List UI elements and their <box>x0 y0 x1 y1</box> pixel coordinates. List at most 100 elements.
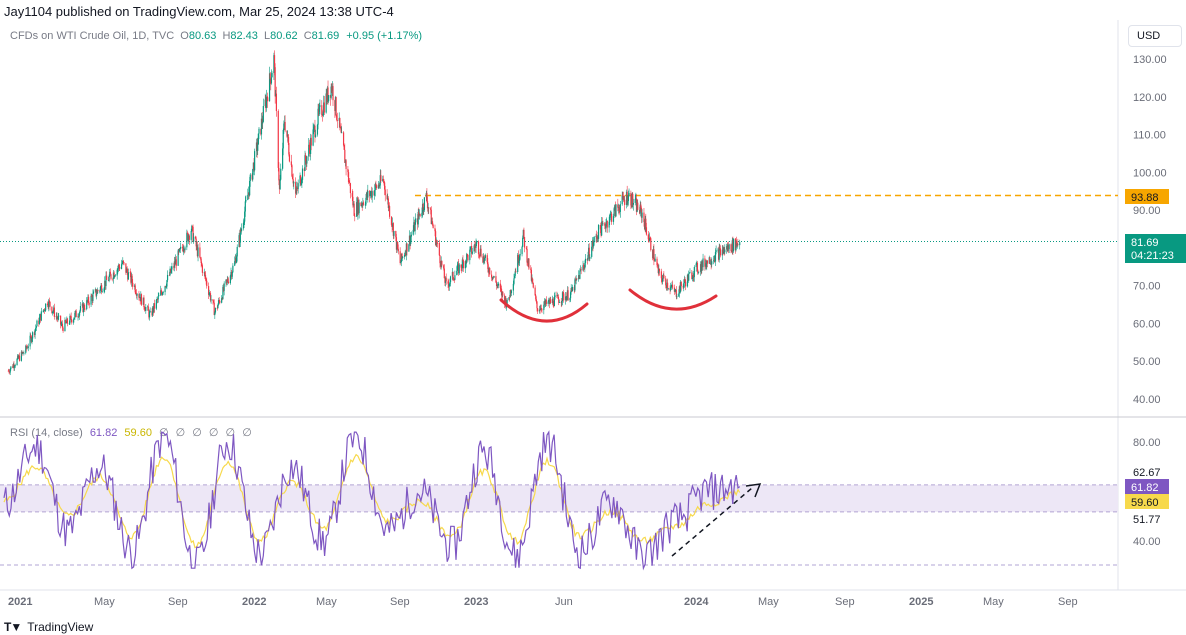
symbol-name[interactable]: CFDs on WTI Crude Oil, 1D, TVC <box>10 30 175 42</box>
candle-body <box>584 263 586 269</box>
left-shoulder-arc[interactable] <box>499 298 589 323</box>
candle-body <box>296 188 299 190</box>
candle-body <box>286 130 288 137</box>
candle-body <box>162 292 164 293</box>
candle-body <box>360 202 362 206</box>
candle-body <box>160 290 162 293</box>
candle-body <box>9 369 11 373</box>
candle-body <box>213 302 215 316</box>
candle-body <box>301 179 303 183</box>
price-tick-label: 120.00 <box>1133 92 1167 104</box>
candle-body <box>431 221 433 225</box>
footer-brand[interactable]: TradingView <box>27 620 94 634</box>
candle-body <box>317 108 319 125</box>
time-tick-label: Sep <box>390 596 410 608</box>
candle-body <box>293 182 295 184</box>
candle-body <box>96 290 98 294</box>
candle-body <box>460 264 462 268</box>
candle-body <box>575 278 577 281</box>
candle-body <box>722 249 724 254</box>
candle-body <box>399 251 401 264</box>
candle-body <box>134 285 136 287</box>
resistance-tag-text: 93.88 <box>1131 192 1159 204</box>
rsi-y-axis[interactable]: 40.00 80.00 <box>1133 437 1161 548</box>
candle-body <box>726 246 728 252</box>
candle-body <box>170 269 172 273</box>
candle-body <box>610 213 612 215</box>
candle-body <box>270 77 273 84</box>
candle-body <box>479 255 481 256</box>
candle-body <box>282 129 284 149</box>
candle-body <box>650 238 652 251</box>
candle-body <box>269 73 271 80</box>
candle-body <box>448 283 450 287</box>
time-tick-label: May <box>316 596 337 608</box>
candle-body <box>602 223 604 225</box>
candle-body <box>682 286 684 288</box>
candle-body <box>340 128 342 133</box>
candle-body <box>488 267 490 273</box>
candle-body <box>287 134 289 144</box>
candle-body <box>406 243 408 252</box>
close-value: 81.69 <box>311 30 340 42</box>
candle-body <box>47 305 49 308</box>
candle-body <box>227 279 229 282</box>
candle-body <box>306 156 308 164</box>
candle-body <box>586 258 588 261</box>
price-y-axis[interactable]: 40.0050.0060.0070.0080.0090.00100.00110.… <box>1133 54 1167 406</box>
candle-body <box>353 203 355 216</box>
candle-body <box>230 272 232 276</box>
candle-body <box>515 271 517 273</box>
candle-body <box>130 272 132 283</box>
candle-body <box>370 190 373 198</box>
candle-body <box>8 370 10 372</box>
candle-body <box>175 259 177 265</box>
candle-body <box>721 249 723 256</box>
candle-body <box>347 168 349 173</box>
tradingview-logo-icon[interactable]: T▼ <box>4 620 22 634</box>
candle-body <box>504 295 506 305</box>
candle-body <box>388 206 391 217</box>
candle-body <box>701 261 703 272</box>
candle-body <box>147 306 149 311</box>
candle-body <box>387 198 389 208</box>
candle-body <box>377 184 379 189</box>
candle-body <box>436 241 438 243</box>
candle-body <box>543 304 545 311</box>
candle-body <box>373 191 375 196</box>
candle-body <box>117 268 119 270</box>
candle-body <box>249 174 251 181</box>
rsi-label[interactable]: RSI (14, close) <box>10 427 83 439</box>
candlestick-series <box>7 50 741 376</box>
candle-body <box>165 286 167 287</box>
candle-body <box>200 258 202 263</box>
candle-body <box>666 282 668 288</box>
candle-body <box>513 275 516 279</box>
right-shoulder-arc[interactable] <box>628 288 718 311</box>
candle-body <box>122 260 124 264</box>
candle-body <box>514 271 516 276</box>
candle-body <box>369 193 371 197</box>
candle-body <box>164 286 166 293</box>
candle-body <box>561 292 564 302</box>
candle-body <box>361 204 363 206</box>
candle-body <box>709 257 711 264</box>
candle-body <box>371 191 373 198</box>
time-axis[interactable]: 2021 May Sep 2022 May Sep 2023 Jun 2024 May Sep 202… <box>8 596 1078 608</box>
candle-body <box>354 215 356 217</box>
candle-body <box>500 288 503 296</box>
candle-body <box>59 315 62 325</box>
candle-body <box>674 289 676 292</box>
candle-body <box>657 266 659 274</box>
candle-body <box>361 204 363 206</box>
candle-body <box>578 275 580 280</box>
candle-body <box>608 221 610 228</box>
page-title: Jay1104 published on TradingView.com, Ma… <box>4 4 394 19</box>
candle-body <box>291 176 294 180</box>
currency-button[interactable]: USD <box>1128 25 1182 47</box>
candle-body <box>108 276 110 281</box>
candle-body <box>66 318 69 324</box>
candle-body <box>622 195 625 200</box>
candle-body <box>469 249 471 261</box>
